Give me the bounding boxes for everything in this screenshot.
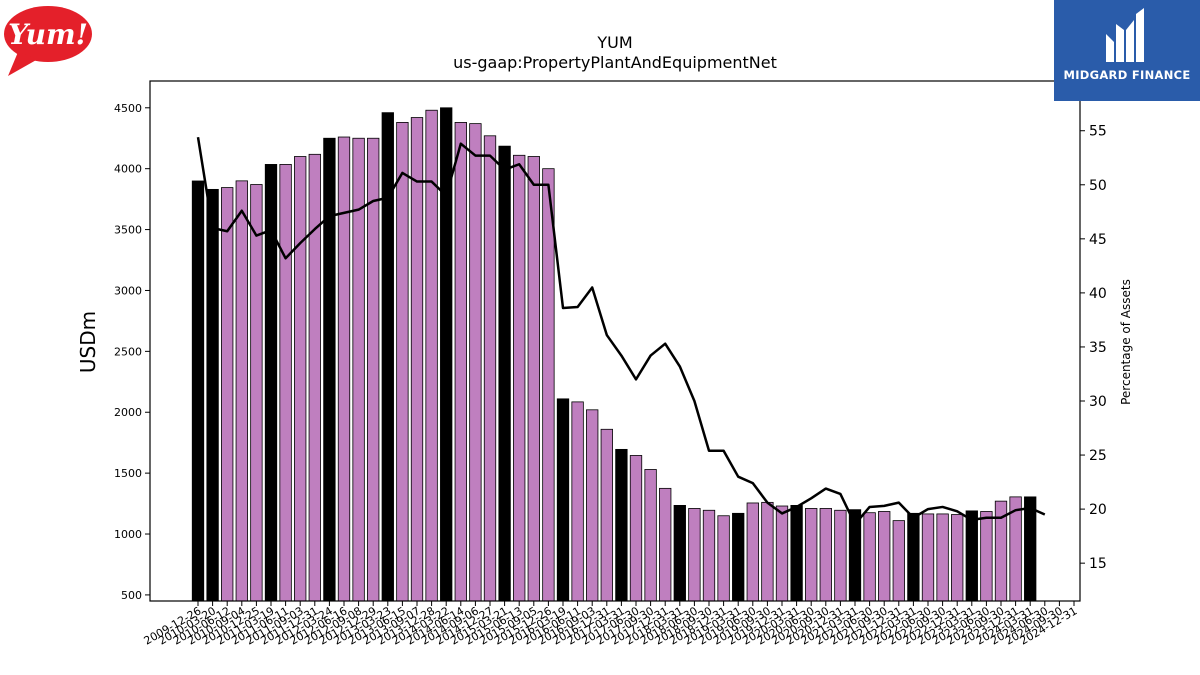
- bar-2013-09-07: [410, 117, 424, 602]
- yum-logo-text: Yum!: [8, 18, 88, 51]
- bar-2014-12-27: [483, 135, 497, 602]
- midgard-mark-icon: [1106, 8, 1144, 62]
- y-tick-label-3000: 3000: [114, 284, 142, 297]
- y-tick-label-2000: 2000: [114, 406, 142, 419]
- bar-2021-12-31: [892, 520, 905, 602]
- bar-2010-12-25: [250, 184, 263, 602]
- bar-2010-09-04: [235, 180, 248, 602]
- bar-2017-09-30: [644, 469, 657, 602]
- percentage-of-assets-line: [196, 137, 1046, 526]
- bar-2012-12-29: [367, 137, 380, 602]
- chart-title: YUM: [596, 33, 632, 52]
- midgard-finance-logo: MIDGARD FINANCE: [1054, 0, 1200, 101]
- y-tick-label-1500: 1500: [114, 467, 142, 480]
- bar-2016-03-19: [556, 398, 570, 602]
- y2-tick-label-20: 20: [1089, 502, 1107, 518]
- bar-2022-12-31: [951, 514, 964, 602]
- bar-2020-03-31: [790, 504, 803, 602]
- bar-2019-06-30: [746, 502, 759, 602]
- bar-2024-03-31: [1024, 496, 1037, 602]
- y-tick-label-4500: 4500: [114, 102, 142, 115]
- yum-logo-badge: Yum!: [4, 6, 92, 76]
- bar-2019-09-30: [761, 501, 774, 602]
- yum-logo: Yum!: [4, 4, 96, 80]
- bar-2018-09-30: [702, 509, 716, 602]
- bar-2021-09-30: [878, 511, 891, 602]
- y-tick-label-500: 500: [121, 589, 142, 602]
- bar-2015-12-26: [542, 168, 555, 602]
- y2-tick-label-25: 25: [1089, 448, 1107, 464]
- y-tick-label-2500: 2500: [114, 345, 142, 358]
- bar-2012-06-16: [337, 136, 351, 602]
- y2-tick-label-15: 15: [1089, 556, 1107, 572]
- bar-2012-03-24: [323, 137, 336, 602]
- bar-2023-06-30: [980, 511, 993, 602]
- bar-2019-03-31: [732, 512, 745, 602]
- bar-2016-09-03: [586, 409, 599, 602]
- bar-2022-06-30: [921, 513, 935, 602]
- y2-tick-label-30: 30: [1089, 394, 1107, 410]
- bar-2017-03-31: [615, 448, 628, 602]
- chart-subtitle: us-gaap:PropertyPlantAndEquipmentNet: [453, 53, 777, 72]
- bar-2013-06-15: [396, 122, 409, 602]
- y2-tick-label-35: 35: [1089, 340, 1107, 356]
- bar-2020-12-31: [834, 509, 847, 602]
- bar-2011-06-11: [279, 164, 292, 602]
- bar-2016-12-31: [600, 428, 613, 602]
- bar-2017-12-31: [659, 487, 672, 602]
- y-tick-label-1000: 1000: [114, 528, 142, 541]
- bar-2018-06-30: [688, 508, 701, 602]
- midgard-logo-text: MIDGARD FINANCE: [1063, 68, 1191, 82]
- bar-2011-09-03: [294, 156, 307, 602]
- bar-2018-03-31: [673, 504, 686, 602]
- bar-2011-12-31: [308, 153, 321, 602]
- bar-2020-06-30: [805, 508, 818, 602]
- bar-2022-03-31: [907, 512, 920, 602]
- plot-frame: [149, 80, 1081, 602]
- y2-tick-label-50: 50: [1089, 178, 1107, 194]
- bar-2010-06-12: [221, 187, 234, 602]
- bar-2019-12-31: [775, 505, 789, 602]
- bar-2021-06-30: [863, 512, 876, 602]
- bar-2013-03-23: [381, 112, 394, 602]
- bar-2020-09-30: [819, 508, 832, 602]
- bar-2015-03-21: [498, 145, 511, 602]
- y2-tick-label-40: 40: [1089, 286, 1107, 302]
- y-axis-label: USDm: [76, 311, 100, 373]
- bar-2018-12-31: [717, 515, 730, 602]
- y-tick-label-4000: 4000: [114, 163, 142, 176]
- bar-2017-06-30: [629, 455, 643, 602]
- y-tick-label-3500: 3500: [114, 224, 142, 237]
- bar-2023-03-31: [965, 510, 978, 602]
- bar-2009-12-26: [191, 180, 205, 602]
- bar-2014-06-14: [454, 122, 467, 602]
- bar-2014-09-06: [469, 123, 482, 602]
- y2-tick-label-55: 55: [1089, 124, 1107, 140]
- bar-2016-06-11: [571, 401, 584, 602]
- bar-2022-09-30: [936, 513, 949, 602]
- y2-axis-label: Percentage of Assets: [1119, 279, 1133, 405]
- bar-2015-09-05: [527, 156, 540, 602]
- bar-2010-03-20: [206, 188, 219, 602]
- y2-tick-label-45: 45: [1089, 232, 1107, 248]
- bar-2015-06-13: [513, 154, 526, 602]
